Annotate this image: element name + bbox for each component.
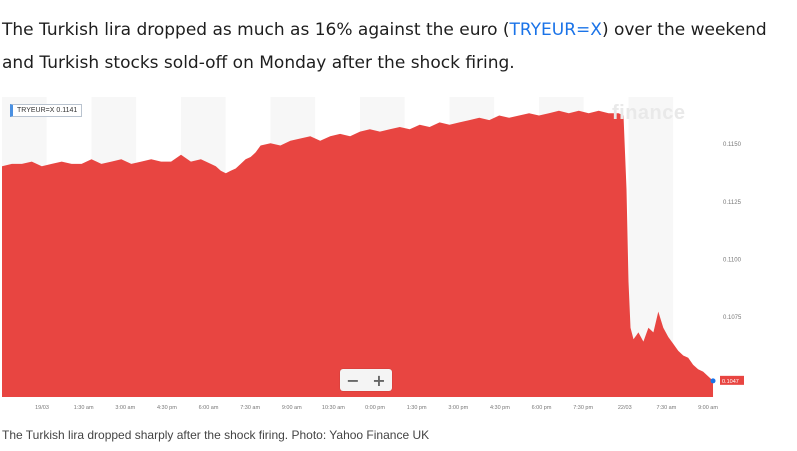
x-tick-label: 3:00 am xyxy=(115,405,135,411)
last-price-dot xyxy=(710,378,716,384)
yahoo-finance-watermark: finance xyxy=(612,102,686,124)
grid-band xyxy=(673,97,718,397)
price-area xyxy=(2,110,714,398)
zoom-controls: − + xyxy=(340,369,392,391)
last-price-tag xyxy=(720,375,744,385)
x-tick-label: 4:30 pm xyxy=(157,405,177,411)
zoom-out-button[interactable]: − xyxy=(346,370,360,390)
y-tick-label: 0.1100 xyxy=(723,258,742,264)
chart-container: 0.1150 0.1125 0.1100 0.1075 19/03 1:30 am 3:0… xyxy=(0,97,760,422)
ticker-badge: TRYEUR=X 0.1141 xyxy=(10,104,83,117)
article-lead: The Turkish lira dropped as much as 16% … xyxy=(2,14,792,80)
x-tick-label: 10:30 am xyxy=(322,405,345,411)
x-tick-label: 7:30 am xyxy=(656,405,676,411)
last-price-marker: 0.1047 xyxy=(710,375,744,385)
price-chart[interactable]: 0.1150 0.1125 0.1100 0.1075 19/03 1:30 am 3:0… xyxy=(0,97,760,422)
y-axis-ticks: 0.1150 0.1125 0.1100 0.1075 xyxy=(723,142,742,321)
x-tick-label: 1:30 am xyxy=(74,405,94,411)
x-tick-label: 0:00 pm xyxy=(365,405,385,411)
lead-text-start: The Turkish lira dropped as much as 16% … xyxy=(2,20,510,40)
ticker-link[interactable]: TRYEUR=X xyxy=(509,20,602,40)
x-tick-label: 1:30 pm xyxy=(407,405,427,411)
series-area xyxy=(2,110,714,398)
last-price-label: 0.1047 xyxy=(722,379,739,385)
x-tick-label: 22/03 xyxy=(618,405,632,411)
x-tick-label: 3:00 pm xyxy=(448,405,468,411)
x-tick-label: 9:00 am xyxy=(282,405,302,411)
x-tick-label: 9:00 am xyxy=(698,405,718,411)
y-tick-label: 0.1125 xyxy=(723,200,742,206)
photo-caption: The Turkish lira dropped sharply after t… xyxy=(2,428,430,442)
x-tick-label: 6:00 am xyxy=(199,405,219,411)
x-tick-label: 4:30 pm xyxy=(490,405,510,411)
x-axis-ticks: 19/03 1:30 am 3:00 am 4:30 pm 6:00 am 7:30 am… xyxy=(35,405,718,411)
zoom-in-button[interactable]: + xyxy=(372,370,386,390)
y-tick-label: 0.1075 xyxy=(723,315,742,321)
y-tick-label: 0.1150 xyxy=(723,142,742,148)
x-tick-label: 19/03 xyxy=(35,405,49,411)
x-tick-label: 6:00 pm xyxy=(532,405,552,411)
lead-text-end: ) over the weekend and Turkish stocks so… xyxy=(2,20,767,73)
x-tick-label: 7:30 pm xyxy=(573,405,593,411)
x-tick-label: 7:30 am xyxy=(240,405,260,411)
